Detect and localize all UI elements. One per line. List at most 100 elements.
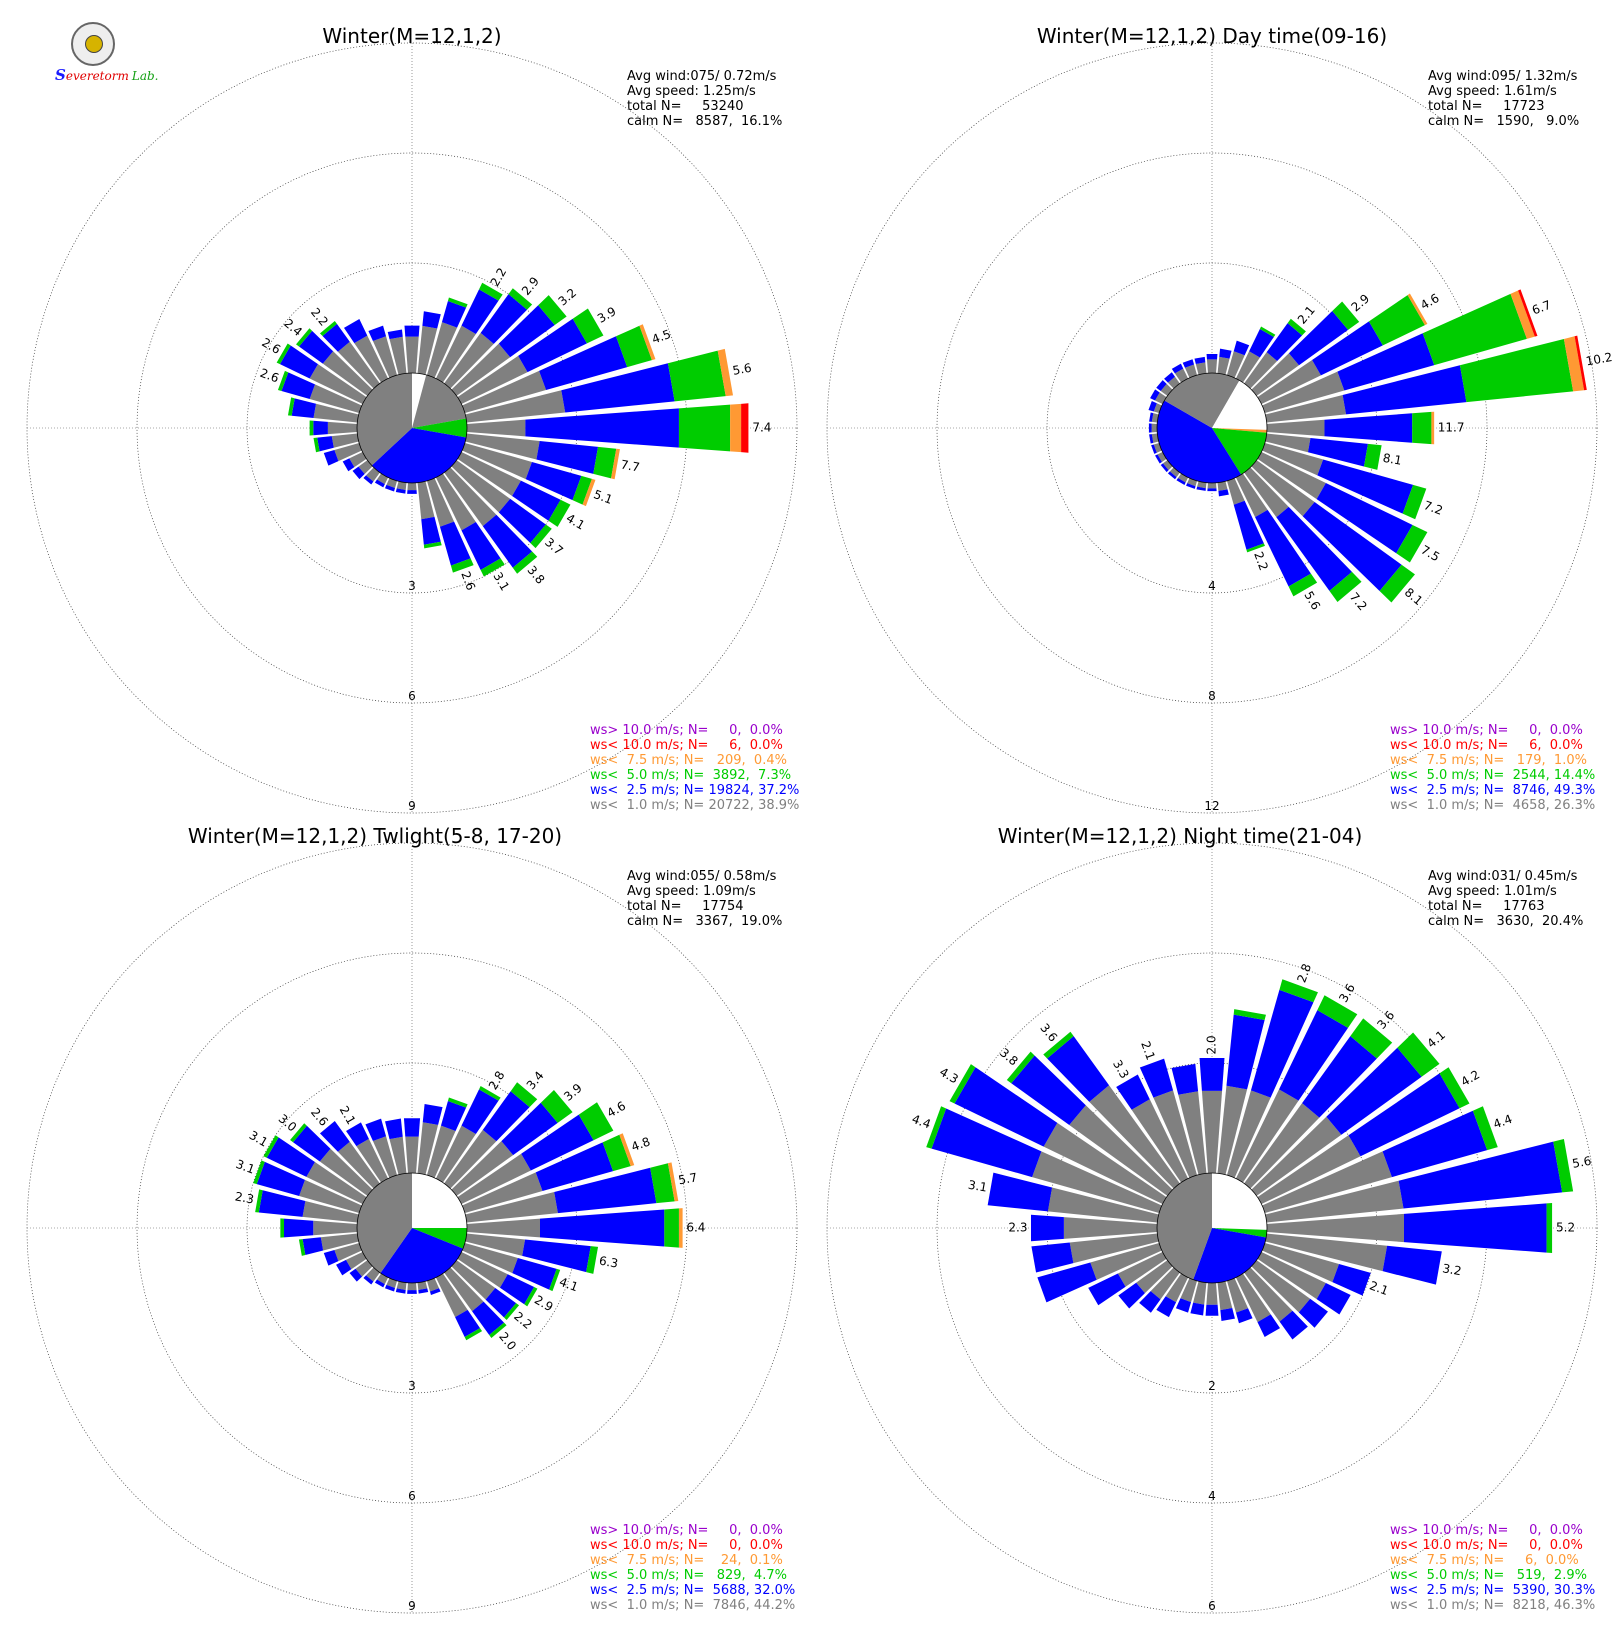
- rose-bar-segment: [1398, 1141, 1563, 1209]
- calm-pie-slice: [1157, 1173, 1212, 1280]
- rose-bar-segment: [426, 1278, 440, 1292]
- ring-label: 12: [1204, 799, 1219, 813]
- rose-bar-segment: [501, 1102, 558, 1156]
- rose-bar-segment: [302, 1237, 324, 1255]
- rose-bar-segment: [1233, 500, 1264, 550]
- rose-bar-segment: [368, 325, 387, 342]
- rose-bar-segment: [331, 433, 359, 448]
- rose-bar-segment: [602, 1134, 631, 1172]
- rose-bar-segment: [1265, 433, 1311, 453]
- bar-total-label: 2.2: [308, 305, 331, 329]
- calm-pie-slice: [356, 373, 412, 466]
- rose-bar-segment: [524, 1287, 538, 1307]
- rose-bar-segment: [462, 370, 547, 414]
- rose-bar-segment: [593, 446, 617, 479]
- rose-bar-segment: [355, 1260, 373, 1277]
- rose-bar-segment: [439, 521, 471, 566]
- rose-bar-segment: [1226, 1278, 1249, 1313]
- bar-total-label: 3.9: [595, 304, 619, 326]
- severe-storm-lab-logo: Severetorm Lab.: [55, 22, 158, 84]
- rose-bar-segment: [510, 1082, 538, 1108]
- bar-total-label: 3.2: [1441, 1261, 1462, 1278]
- rose-bar-segment: [346, 1122, 369, 1147]
- rose-bar-segment: [1257, 1135, 1361, 1205]
- rose-bar-segment: [435, 325, 476, 383]
- rose-bar-segment: [323, 1249, 339, 1266]
- rose-bar-segment: [1148, 423, 1152, 433]
- speed-ring: [826, 42, 1598, 814]
- rose-bar-segment: [1379, 564, 1415, 603]
- bar-total-label: 10.2: [1585, 350, 1614, 368]
- rose-bar-segment: [440, 1100, 467, 1132]
- rose-bar-segment: [320, 1233, 359, 1251]
- rose-bar-segment: [1178, 1091, 1207, 1175]
- rose-bar-segment: [1217, 481, 1228, 491]
- rose-bar-segment: [1317, 459, 1414, 514]
- rose-bar-segment: [1518, 289, 1538, 337]
- rose-bar-segment: [616, 325, 652, 368]
- rose-bar-segment: [1235, 1308, 1253, 1324]
- bar-total-label: 2.8: [486, 1069, 508, 1093]
- bar-total-label: 8.1: [1402, 585, 1426, 608]
- rose-bar-segment: [1316, 1283, 1351, 1315]
- rose-bar-segment: [407, 490, 417, 494]
- rose-bar-segment: [1332, 301, 1360, 330]
- rose-bar-segment: [1412, 411, 1432, 445]
- rose-bar-segment: [1279, 1310, 1308, 1340]
- rose-bar-segment: [423, 541, 442, 549]
- rose-bar-segment: [1193, 1281, 1207, 1305]
- rose-bar-segment: [405, 1136, 419, 1174]
- legend-entry: ws< 2.5 m/s; N= 5390, 30.3%: [1390, 1583, 1595, 1598]
- rose-bar-segment: [1563, 336, 1585, 392]
- panel-title: Winter(M=12,1,2) Night time(21-04): [998, 824, 1363, 848]
- rose-bar-segment: [352, 466, 365, 480]
- rose-bar-segment: [1151, 444, 1157, 454]
- rose-bar-segment: [455, 1309, 481, 1337]
- rose-bar-segment: [472, 1301, 505, 1336]
- rose-bar-segment: [451, 460, 511, 513]
- rose-bar-segment: [1220, 1307, 1235, 1322]
- rose-bar-segment: [1226, 351, 1245, 378]
- stats-line: Avg speed: 1.09m/s: [627, 884, 756, 899]
- rose-bar-segment: [678, 1208, 683, 1248]
- rose-bar-segment: [1302, 1036, 1377, 1118]
- rose-bar-segment: [572, 308, 604, 344]
- bar-total-label: 2.6: [259, 335, 283, 357]
- rose-bar-segment: [1165, 1273, 1189, 1303]
- rose-bar-segment: [1155, 454, 1162, 464]
- calm-circle-outline: [356, 372, 468, 484]
- rose-bar-segment: [1090, 1242, 1162, 1280]
- bar-total-label: 8.1: [1382, 451, 1403, 468]
- bar-total-label: 4.5: [650, 327, 673, 347]
- rose-bar-segment: [435, 1273, 468, 1318]
- rose-bar-segment: [426, 1125, 456, 1178]
- rose-bar-segment: [1472, 1106, 1498, 1151]
- rose-bar-segment: [1288, 311, 1349, 366]
- rose-bar-segment: [1136, 1260, 1173, 1294]
- rose-bar-segment: [667, 350, 726, 402]
- rose-bar-segment: [386, 478, 398, 488]
- rose-bar-segment: [1162, 460, 1173, 471]
- rose-bar-segment: [1574, 335, 1587, 391]
- rose-bar-segment: [313, 403, 359, 423]
- legend-entry: ws< 5.0 m/s; N= 2544, 14.4%: [1390, 768, 1595, 783]
- rose-bar-segment: [1307, 438, 1368, 467]
- rose-bar-segment: [1459, 338, 1574, 403]
- rose-bar-segment: [1186, 483, 1196, 489]
- stats-line: calm N= 8587, 16.1%: [627, 114, 782, 129]
- rose-bar-segment: [1233, 340, 1250, 356]
- rose-bar-segment: [276, 343, 291, 365]
- rose-bar-segment: [667, 1162, 679, 1202]
- speed-ring: [826, 842, 1598, 1614]
- rose-bar-segment: [309, 420, 314, 436]
- rose-bar-segment: [323, 449, 339, 466]
- rose-bar-segment: [1217, 1281, 1233, 1311]
- rose-bar-segment: [1342, 365, 1467, 415]
- panel-title: Winter(M=12,1,2) Day time(09-16): [1037, 24, 1387, 48]
- rose-bar-segment: [1069, 1105, 1173, 1196]
- rose-bar-segment: [253, 1160, 265, 1185]
- rose-bar-segment: [619, 1133, 635, 1167]
- rose-bar-segment: [1257, 1251, 1326, 1300]
- stats-line: Avg speed: 1.61m/s: [1428, 84, 1557, 99]
- legend-entry: ws< 7.5 m/s; N= 24, 0.1%: [590, 1553, 783, 1568]
